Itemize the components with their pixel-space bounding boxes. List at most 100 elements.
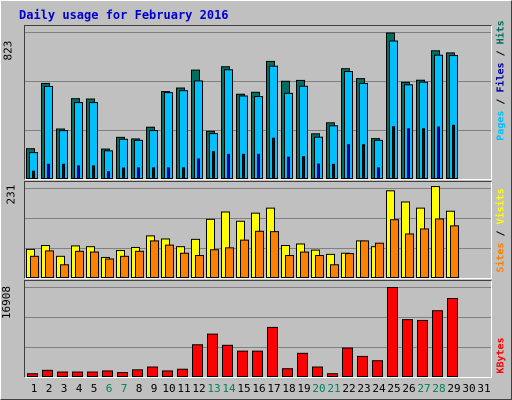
sites-bar — [90, 251, 99, 278]
pages-bar — [62, 163, 65, 179]
sites-bar — [210, 249, 219, 278]
kbytes-bar — [147, 366, 158, 377]
sites-bar — [60, 264, 69, 278]
kbytes-bar — [27, 373, 38, 377]
kbytes-bar — [417, 319, 428, 377]
x-tick-label: 30 — [462, 382, 476, 395]
sites-bar — [435, 218, 444, 278]
pages-bar — [437, 126, 440, 179]
x-tick-label: 17 — [267, 382, 281, 395]
x-tick-label: 13 — [207, 382, 221, 395]
sites-bar — [375, 242, 384, 278]
sites-bar — [285, 255, 294, 278]
x-tick-label: 7 — [120, 382, 128, 395]
x-tick-label: 21 — [327, 382, 341, 395]
x-tick-label: 23 — [357, 382, 371, 395]
pages-bar — [107, 171, 110, 179]
x-tick-label: 24 — [372, 382, 386, 395]
pages-bar — [392, 126, 395, 179]
sites-bar — [135, 250, 144, 278]
sites-visits-legend: Sites / Visits — [495, 187, 507, 273]
x-tick-label: 19 — [297, 382, 311, 395]
pages-bar — [302, 156, 305, 179]
hits-ymax-label: 823 — [1, 40, 15, 61]
pages-bar — [272, 137, 275, 179]
x-tick-label: 12 — [192, 382, 206, 395]
x-tick-label: 16 — [252, 382, 266, 395]
kbytes-bar — [267, 326, 278, 377]
x-tick-label: 5 — [90, 382, 98, 395]
kbytes-bar — [192, 344, 203, 377]
kbytes-bar — [207, 333, 218, 377]
kbytes-bar — [132, 369, 143, 377]
files-bar — [179, 90, 188, 179]
pages-bar — [377, 167, 380, 179]
pages-bar — [452, 124, 455, 179]
kbytes-bar — [117, 372, 128, 377]
kbytes-bar — [297, 352, 308, 377]
visits-sites-panel — [24, 181, 492, 279]
pages-bar — [422, 128, 425, 179]
pages-bar — [152, 167, 155, 179]
pages-bar — [347, 144, 350, 179]
x-tick-label: 20 — [312, 382, 326, 395]
sites-bar — [330, 264, 339, 278]
pages-bar — [77, 165, 80, 179]
kbytes-bar — [72, 371, 83, 377]
x-tick-label: 4 — [75, 382, 83, 395]
x-tick-label: 11 — [177, 382, 191, 395]
kbytes-bar — [237, 350, 248, 377]
sites-bar — [360, 240, 369, 278]
sites-bar — [405, 233, 414, 278]
kbytes-legend: KBytes — [495, 336, 507, 374]
x-tick-label: 29 — [447, 382, 461, 395]
x-tick-label: 2 — [45, 382, 53, 395]
kbytes-ymax-label: 16908 — [0, 285, 14, 320]
sites-bar — [150, 240, 159, 278]
pages-bar — [407, 128, 410, 179]
kbytes-bar — [87, 371, 98, 377]
sites-bar — [390, 219, 399, 278]
pages-bar — [362, 144, 365, 179]
pages-bar — [332, 163, 335, 179]
sites-bar — [315, 255, 324, 278]
pages-bar — [212, 151, 215, 179]
pages-bar — [32, 170, 35, 179]
kbytes-bar — [372, 360, 383, 377]
x-tick-label: 8 — [135, 382, 143, 395]
kbytes-bar — [432, 310, 443, 377]
pages-bar — [167, 167, 170, 179]
sites-bar — [450, 225, 459, 278]
sites-bar — [120, 255, 129, 278]
sites-bar — [165, 244, 174, 278]
kbytes-bar — [57, 371, 68, 377]
pages-bar — [47, 163, 50, 179]
sites-bar — [225, 247, 234, 278]
chart-title: Daily usage for February 2016 — [19, 8, 229, 22]
pages-bar — [197, 158, 200, 179]
kbytes-bar — [177, 368, 188, 377]
kbytes-bar — [162, 370, 173, 377]
visits-ymax-label: 231 — [4, 184, 18, 205]
pages-bar — [182, 167, 185, 179]
x-tick-label: 25 — [387, 382, 401, 395]
sites-bar — [45, 250, 54, 278]
sites-bar — [105, 258, 114, 278]
kbytes-bar — [402, 319, 413, 377]
x-tick-label: 31 — [477, 382, 491, 395]
kbytes-bar — [252, 350, 263, 377]
x-tick-label: 18 — [282, 382, 296, 395]
pages-files-hits-legend: Pages / Files / Hits — [495, 19, 507, 141]
pages-bar — [137, 167, 140, 179]
kbytes-bar — [312, 366, 323, 377]
kbytes-bar — [102, 370, 113, 377]
kbytes-plot — [25, 287, 491, 377]
sites-bar — [195, 255, 204, 278]
kbytes-panel — [24, 280, 492, 378]
sites-bar — [255, 230, 264, 278]
sites-bar — [345, 253, 354, 278]
kbytes-bar — [387, 287, 398, 377]
pages-bar — [122, 167, 125, 179]
sites-bar — [420, 228, 429, 278]
x-tick-label: 6 — [105, 382, 113, 395]
